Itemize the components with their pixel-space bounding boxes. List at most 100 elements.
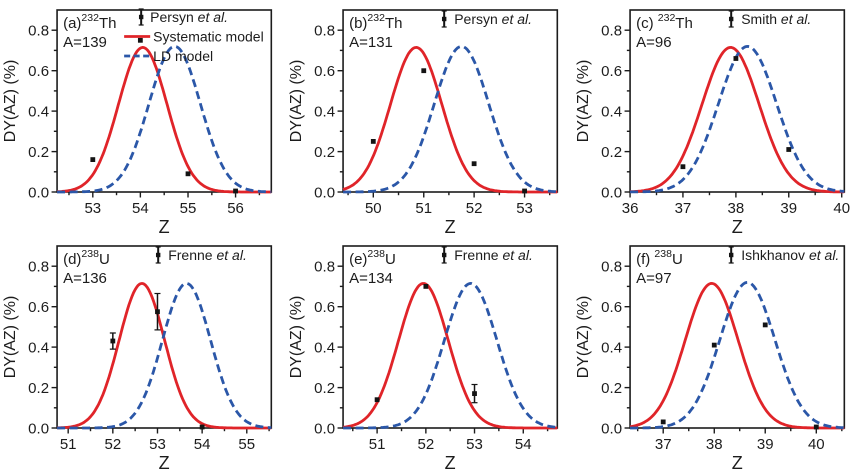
plot-frame [628,9,845,193]
y-tick-label: 0.2 [315,380,336,397]
mass-number-label: A=134 [349,270,393,287]
y-tick-label: 0.8 [601,23,622,40]
legend: Smith et al. [728,10,811,28]
panel-label: (b)232Th [349,12,402,32]
experimental-data-points [371,68,528,194]
y-tick-label: 0.0 [601,421,622,438]
svg-text:LD model: LD model [153,48,213,64]
y-tick-label: 0.6 [28,299,49,316]
x-tick-label: 54 [132,200,149,217]
x-tick-label: 52 [418,436,435,453]
systematic-model-curve [343,282,558,430]
x-tick-label: 51 [60,436,77,453]
x-tick-label: 36 [621,200,638,217]
y-tick-label: 0.4 [28,104,49,121]
panel-c-chart: 36 37 38 39 40 0.0 0.2 0.4 0.6 0.8 Z DY(AZ) (%) (c) … [575,9,850,236]
y-tick-label: 0.4 [601,104,622,121]
panel-label: (f) 238U [636,248,683,268]
y-tick-label: 0.2 [315,144,336,161]
legend: Frenne et al. [442,246,534,264]
y-axis-label: DY(AZ) (%) [2,296,19,379]
plot-frame [56,245,273,429]
x-axis-label: Z [159,453,170,472]
x-tick-label: 38 [727,200,744,217]
ld-model-curve [629,45,845,194]
mass-number-label: A=96 [636,34,671,51]
mass-number-label: A=97 [636,270,671,287]
x-tick-label: 50 [365,200,382,217]
y-tick-label: 0.6 [315,299,336,316]
y-tick-label: 0.0 [28,421,49,438]
x-axis-label: Z [445,453,456,472]
y-tick-label: 0.0 [315,421,336,438]
x-tick-label: 51 [416,200,433,217]
systematic-model-curve [56,282,272,430]
y-tick-label: 0.6 [601,299,622,316]
systematic-model-curve [342,46,558,194]
x-tick-label: 39 [757,436,774,453]
ld-model-curve [343,45,558,194]
panel-e-chart: 51 52 53 54 0.0 0.2 0.4 0.6 0.8 Z DY(AZ) (%) (e)238… [288,245,559,472]
x-tick-label: 39 [780,200,797,217]
y-tick-label: 0.6 [601,63,622,80]
tick-labels: 37 38 39 40 0.0 0.2 0.4 0.6 0.8 [601,259,824,453]
x-tick-label: 51 [369,436,386,453]
y-tick-label: 0.8 [315,259,336,276]
svg-text:Smith et al.: Smith et al. [741,11,811,27]
y-tick-label: 0.4 [315,340,336,357]
x-tick-label: 54 [515,436,532,453]
ld-model-curve [57,45,272,194]
y-axis-label: DY(AZ) (%) [288,296,305,379]
panel-b-chart: 50 51 52 53 0.0 0.2 0.4 0.6 0.8 Z DY(AZ) (%) (b)232… [288,9,559,236]
y-tick-label: 0.6 [315,63,336,80]
y-tick-label: 0.0 [315,185,336,202]
y-tick-label: 0.4 [28,340,49,357]
y-tick-label: 0.8 [601,259,622,276]
svg-text:Frenne et al.: Frenne et al. [168,247,247,263]
y-tick-label: 0.8 [315,23,336,40]
experimental-data-points [660,322,819,430]
x-tick-label: 55 [180,200,197,217]
panel-label: (d)238U [63,248,110,268]
experimental-data-points [90,37,238,194]
experimental-data-points [375,284,478,404]
legend: Persyn et al. [442,10,532,28]
y-tick-label: 0.0 [601,185,622,202]
legend: Frenne et al. [155,246,247,264]
x-tick-label: 40 [833,200,850,217]
ld-model-curve [57,282,272,430]
panel-label: (c) 232Th [636,12,693,32]
y-tick-label: 0.6 [28,63,49,80]
y-tick-label: 0.0 [28,185,49,202]
x-tick-label: 53 [517,200,534,217]
y-tick-label: 0.2 [28,144,49,161]
experimental-data-points [680,56,791,170]
plot-frame [56,9,273,193]
svg-text:Frenne et al.: Frenne et al. [455,247,534,263]
x-tick-label: 54 [194,436,211,453]
plot-frame [342,9,559,193]
panel-a-chart: 53 54 55 56 0.0 0.2 0.4 0.6 0.8 Z DY(AZ) (%) (a)232… [2,8,273,236]
x-tick-label: 52 [104,436,121,453]
x-axis-label: Z [731,453,742,472]
mass-number-label: A=131 [349,34,393,51]
y-axis-label: DY(AZ) (%) [575,60,592,143]
x-tick-label: 38 [706,436,723,453]
x-tick-label: 53 [466,436,483,453]
tick-labels: 51 52 53 54 55 0.0 0.2 0.4 0.6 0.8 [28,259,255,453]
svg-text:Persyn et al.: Persyn et al. [150,9,228,25]
panel-label: (a)232Th [63,12,116,32]
mass-number-label: A=136 [63,270,107,287]
x-tick-label: 53 [84,200,101,217]
x-tick-label: 56 [227,200,244,217]
y-axis-label: DY(AZ) (%) [2,60,19,143]
x-tick-label: 55 [238,436,255,453]
panel-f-chart: 37 38 39 40 0.0 0.2 0.4 0.6 0.8 Z DY(AZ) (%) (f) 23… [575,245,845,472]
y-tick-label: 0.2 [601,144,622,161]
x-tick-label: 53 [149,436,166,453]
y-tick-label: 0.4 [601,340,622,357]
y-tick-label: 0.2 [601,380,622,397]
tick-labels: 51 52 53 54 0.0 0.2 0.4 0.6 0.8 [315,259,532,453]
systematic-model-curve [629,46,844,194]
